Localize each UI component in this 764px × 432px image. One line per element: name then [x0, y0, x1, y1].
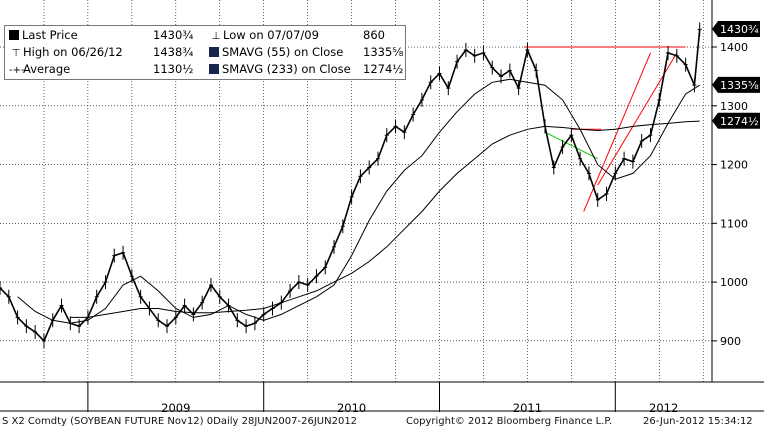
legend-high-value: 1438¾ — [153, 45, 194, 59]
legend-high-label: High on 06/26/12 — [23, 45, 123, 59]
legend-sma55-label: SMAVG (55) on Close — [222, 45, 344, 59]
green-trend-line — [544, 131, 598, 160]
legend-low: ⊥ Low on 07/07/09 — [209, 27, 319, 43]
footer-timestamp: 26-Jun-2012 15:34:12 — [643, 416, 753, 427]
price-tags: 1430¾ 1335⅝ 1274½ — [712, 20, 760, 129]
average-marker-icon: -+- — [9, 65, 25, 76]
series-line-sma233 — [70, 120, 700, 318]
high-marker-icon: ⊤ — [11, 48, 21, 59]
legend-average: -+-Average — [9, 61, 70, 77]
x-axis: 2009 2010 2011 2012 — [0, 382, 764, 415]
legend-last-price-label: Last Price — [22, 28, 78, 42]
legend-low-value: 860 — [363, 28, 385, 42]
price-tag-label: 1430¾ — [720, 23, 759, 36]
legend-high: ⊤ High on 06/26/12 — [9, 44, 123, 60]
sma55-swatch-icon — [209, 47, 219, 57]
legend-sma233-value: 1274½ — [363, 62, 404, 76]
series-layer — [0, 22, 702, 348]
series-line-sma55 — [17, 78, 700, 324]
price-tag-bg — [712, 112, 760, 129]
legend-sma55: SMAVG (55) on Close — [209, 44, 343, 60]
legend-sma233-label: SMAVG (233) on Close — [222, 62, 351, 76]
legend-low-label: Low on 07/07/09 — [223, 28, 319, 42]
price-tag-label: 1335⅝ — [720, 79, 759, 92]
uptrend-line — [583, 52, 651, 212]
y-tick-label: 1100 — [720, 217, 748, 230]
sma233-swatch-icon — [209, 64, 219, 74]
footer-copyright: Copyright© 2012 Bloomberg Finance L.P. — [406, 416, 613, 427]
y-tick-label: 900 — [720, 335, 741, 348]
y-tick-label: 1400 — [720, 41, 748, 54]
legend-sma233: SMAVG (233) on Close — [209, 61, 351, 77]
legend-sma55-value: 1335⅝ — [363, 45, 404, 59]
low-marker-icon: ⊥ — [211, 31, 221, 42]
y-tick-label: 1300 — [720, 100, 748, 113]
price-tag-bg — [712, 76, 760, 93]
price-tag-label: 1274½ — [720, 115, 759, 128]
footer: S X2 Comdty (SOYBEAN FUTURE Nov12) 0Dail… — [0, 412, 764, 432]
y-tick-label: 1200 — [720, 159, 748, 172]
legend-average-label: Average — [23, 62, 71, 76]
legend: Last Price 1430¾ ⊤ High on 06/26/12 1438¾… — [4, 25, 406, 80]
y-tick-label: 1000 — [720, 276, 748, 289]
last-price-swatch-icon — [9, 30, 19, 40]
price-tag-bg — [712, 20, 760, 37]
legend-last-price: Last Price — [9, 27, 78, 43]
legend-last-price-value: 1430¾ — [153, 28, 194, 42]
footer-ticker: S X2 Comdty (SOYBEAN FUTURE Nov12) 0Dail… — [2, 416, 358, 427]
y-axis: 900 1000 1100 1200 1300 1400 — [712, 41, 748, 348]
legend-average-value: 1130½ — [153, 62, 194, 76]
